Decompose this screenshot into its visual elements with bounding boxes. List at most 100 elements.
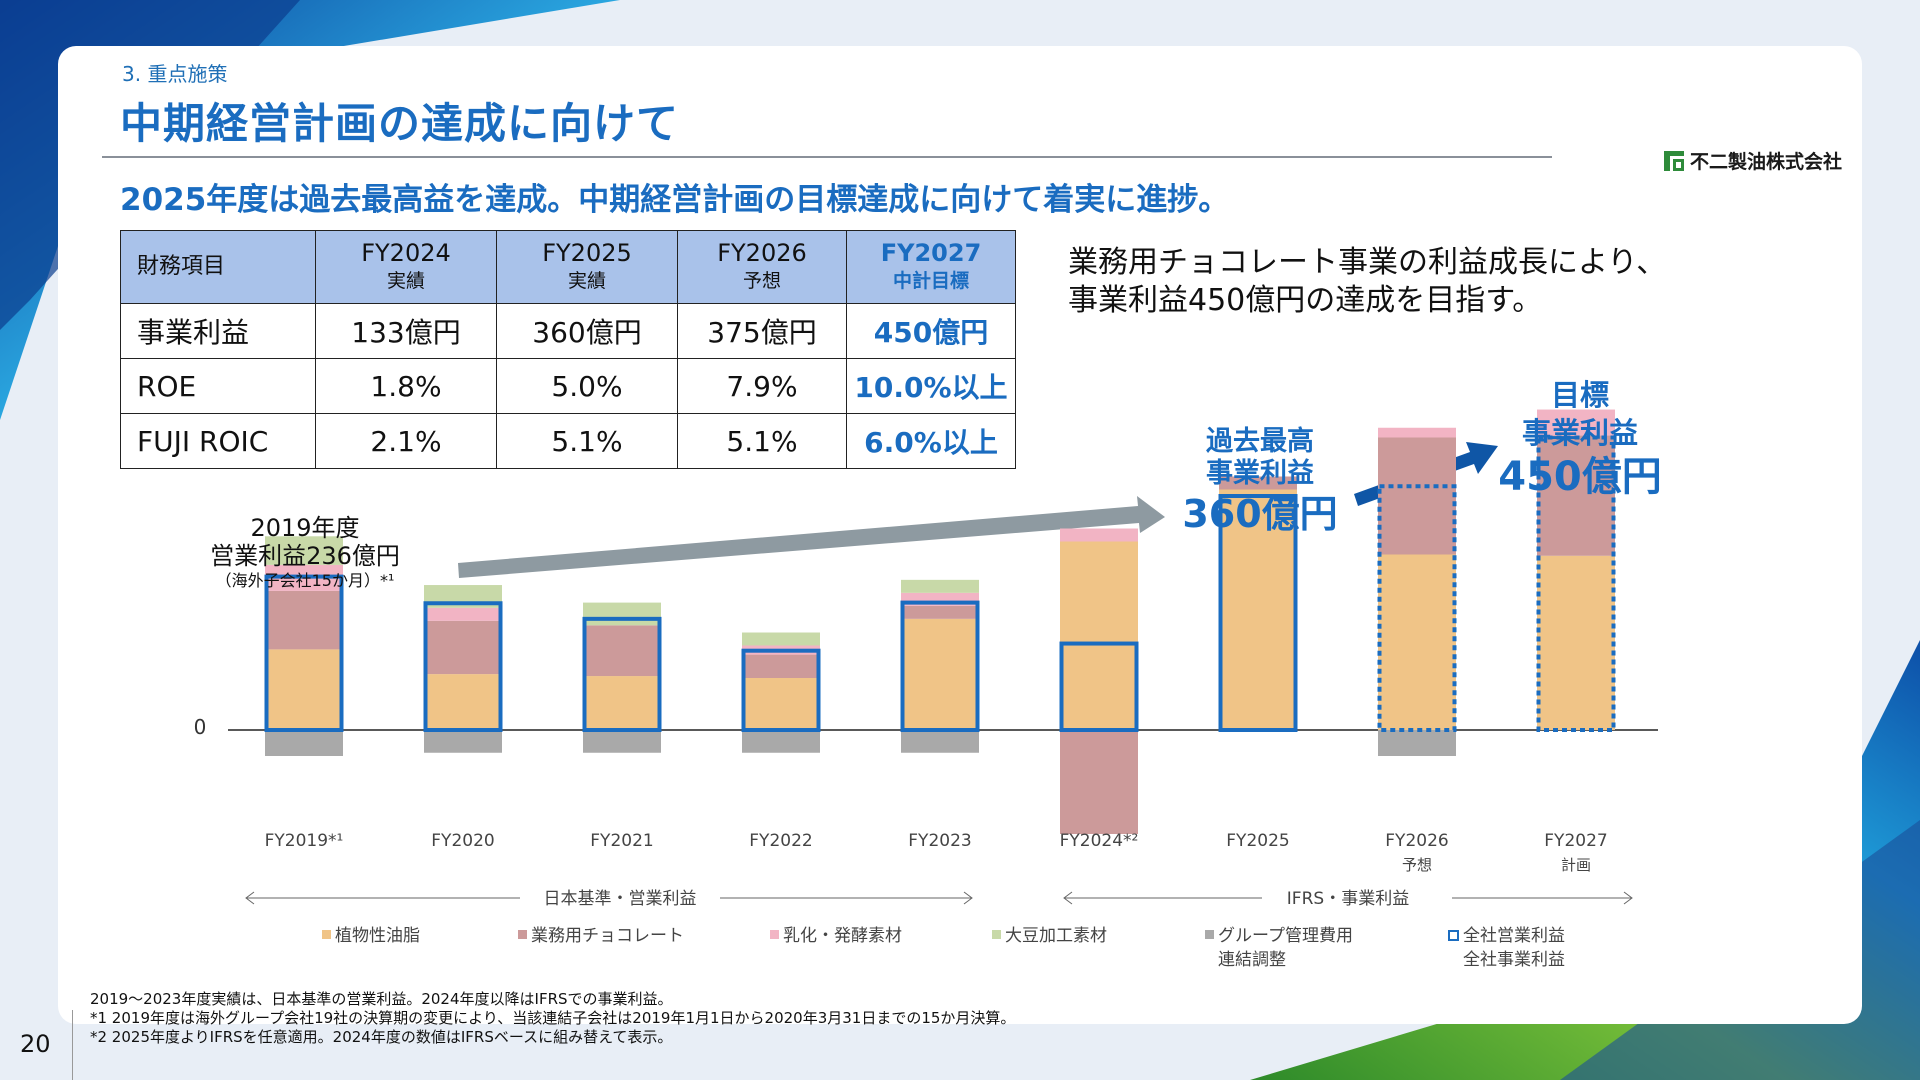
x-tick-label: FY2020 bbox=[431, 831, 494, 851]
bar-segment bbox=[1537, 435, 1615, 556]
table-header-cell: FY2024 実績 bbox=[315, 230, 497, 304]
legend-item: 業務用チョコレート bbox=[518, 924, 684, 948]
bar-segment bbox=[265, 649, 343, 730]
trend-arrow-gray bbox=[458, 496, 1165, 578]
bar-segment bbox=[742, 678, 820, 730]
bar-segment bbox=[901, 605, 979, 619]
fy2019-annotation: 2019年度 営業利益236億円 （海外子会社15か月）*¹ bbox=[190, 514, 420, 592]
bar-segment bbox=[1378, 554, 1456, 730]
x-tick-label: FY2024*² bbox=[1060, 831, 1139, 851]
bar-segment bbox=[901, 579, 979, 593]
x-tick-sublabel: 計画 bbox=[1561, 856, 1591, 874]
strategy-message: 業務用チョコレート事業の利益成長により、 事業利益450億円の達成を目指す。 bbox=[1068, 244, 1666, 320]
record-annotation-line: 過去最高 bbox=[1206, 426, 1314, 457]
legend-label: 植物性油脂 bbox=[335, 926, 420, 946]
table-header-cell: 財務項目 bbox=[120, 230, 316, 304]
record-annotation-value: 360億円 bbox=[1182, 492, 1338, 536]
bar-segment bbox=[1060, 528, 1138, 542]
table-header-cell: FY2026 予想 bbox=[677, 230, 847, 304]
table-cell: 7.9% bbox=[677, 358, 847, 414]
bar-segment bbox=[583, 676, 661, 730]
bar-segment bbox=[1060, 541, 1138, 730]
company-logo-icon bbox=[1664, 150, 1684, 171]
legend-label: グループ管理費用 連結調整 bbox=[1218, 926, 1353, 970]
bar-segment bbox=[424, 730, 502, 753]
legend-item: 全社営業利益 全社事業利益 bbox=[1448, 924, 1568, 972]
table-cell: 5.1% bbox=[677, 413, 847, 469]
total-profit-outline bbox=[423, 601, 503, 732]
total-profit-outline bbox=[1377, 484, 1457, 732]
record-annotation-line: 事業利益 bbox=[1206, 458, 1314, 489]
x-tick-label: FY2023 bbox=[908, 831, 971, 851]
target-annotation-value: 450億円 bbox=[1498, 454, 1662, 500]
x-tick-label: FY2019*¹ bbox=[265, 831, 344, 851]
bar-segment bbox=[583, 602, 661, 626]
table-cell: ROE bbox=[120, 358, 316, 414]
title-divider bbox=[102, 156, 1552, 158]
legend-swatch bbox=[1205, 930, 1214, 939]
bar-segment bbox=[583, 625, 661, 677]
target-annotation-line: 目標 bbox=[1550, 378, 1609, 412]
table-row: 事業利益 133億円 360億円 375億円 450億円 bbox=[120, 303, 1016, 359]
table-header-cell-target: FY2027 中計目標 bbox=[846, 230, 1016, 304]
table-cell: FUJI ROIC bbox=[120, 413, 316, 469]
page-number: 20 bbox=[20, 1030, 51, 1058]
bar-segment bbox=[1537, 555, 1615, 730]
table-cell-target: 10.0%以上 bbox=[846, 358, 1016, 414]
page-title: 中期経営計画の達成に向けて bbox=[120, 99, 680, 148]
x-tick-label: FY2027 bbox=[1544, 831, 1607, 851]
page-subtitle: 2025年度は過去最高益を達成。中期経営計画の目標達成に向けて着実に進捗。 bbox=[120, 182, 1230, 218]
total-profit-outline bbox=[582, 616, 662, 732]
bar-segment bbox=[1378, 427, 1456, 438]
bar-segment bbox=[742, 730, 820, 753]
legend-label: 全社営業利益 全社事業利益 bbox=[1463, 926, 1565, 970]
table-cell: 1.8% bbox=[315, 358, 497, 414]
legend-item: グループ管理費用 連結調整 bbox=[1205, 924, 1375, 972]
total-profit-outline bbox=[900, 600, 980, 732]
legend-item: 乳化・発酵素材 bbox=[770, 924, 902, 948]
legend-swatch bbox=[1448, 930, 1459, 941]
x-tick-label: FY2026 bbox=[1385, 831, 1448, 851]
table-cell: 375億円 bbox=[677, 303, 847, 359]
fy2019-annotation-note: （海外子会社15か月）*¹ bbox=[215, 571, 395, 590]
legend-item: 大豆加工素材 bbox=[992, 924, 1107, 948]
bar-segment bbox=[742, 632, 820, 646]
section-label: 3. 重点施策 bbox=[122, 62, 228, 86]
legend-swatch bbox=[992, 930, 1001, 939]
strategy-message-line: 業務用チョコレート事業の利益成長により、 bbox=[1068, 245, 1667, 280]
legend-swatch bbox=[770, 930, 779, 939]
legend-swatch bbox=[322, 930, 331, 939]
legend-label: 大豆加工素材 bbox=[1005, 926, 1107, 946]
company-name: 不二製油株式会社 bbox=[1690, 151, 1843, 173]
table-cell-target: 6.0%以上 bbox=[846, 413, 1016, 469]
bar-segment bbox=[265, 590, 343, 650]
table-cell-target: 450億円 bbox=[846, 303, 1016, 359]
x-tick-label: FY2025 bbox=[1226, 831, 1289, 851]
legend-swatch bbox=[518, 930, 527, 939]
zero-tick-label: 0 bbox=[194, 715, 207, 739]
bar-segment bbox=[424, 674, 502, 730]
footnotes: 2019～2023年度実績は、日本基準の営業利益。2024年度以降はIFRSでの… bbox=[90, 990, 1015, 1047]
bar-segment bbox=[1537, 409, 1615, 436]
fy2019-annotation-year: 2019年度 bbox=[250, 514, 360, 542]
table-cell: 事業利益 bbox=[120, 303, 316, 359]
financial-table: 財務項目 FY2024 実績 FY2025 実績 FY2026 予想 FY2027 中計… bbox=[120, 230, 1016, 469]
bar-segment bbox=[424, 607, 502, 621]
fy2019-annotation-value: 営業利益236億円 bbox=[210, 542, 400, 570]
table-cell: 5.1% bbox=[496, 413, 678, 469]
table-cell: 2.1% bbox=[315, 413, 497, 469]
footnote: *1 2019年度は海外グループ会社19社の決算期の変更により、当該連結子会社は… bbox=[90, 1009, 1016, 1027]
legend-item: 植物性油脂 bbox=[322, 924, 420, 948]
bar-segment bbox=[901, 730, 979, 753]
target-annotation: 目標 事業利益 450億円 bbox=[1480, 376, 1680, 502]
bar-segment bbox=[1060, 730, 1138, 834]
x-tick-label: FY2021 bbox=[590, 831, 653, 851]
table-row: FUJI ROIC 2.1% 5.1% 5.1% 6.0%以上 bbox=[120, 413, 1016, 469]
footnote: *2 2025年度よりIFRSを任意適用。2024年度の数値はIFRSベースに組… bbox=[90, 1028, 673, 1046]
bar-segment bbox=[901, 618, 979, 730]
legend-label: 乳化・発酵素材 bbox=[783, 926, 902, 946]
total-profit-outline bbox=[1059, 641, 1139, 732]
bar-segment bbox=[583, 730, 661, 753]
bar-segment bbox=[1219, 489, 1297, 730]
